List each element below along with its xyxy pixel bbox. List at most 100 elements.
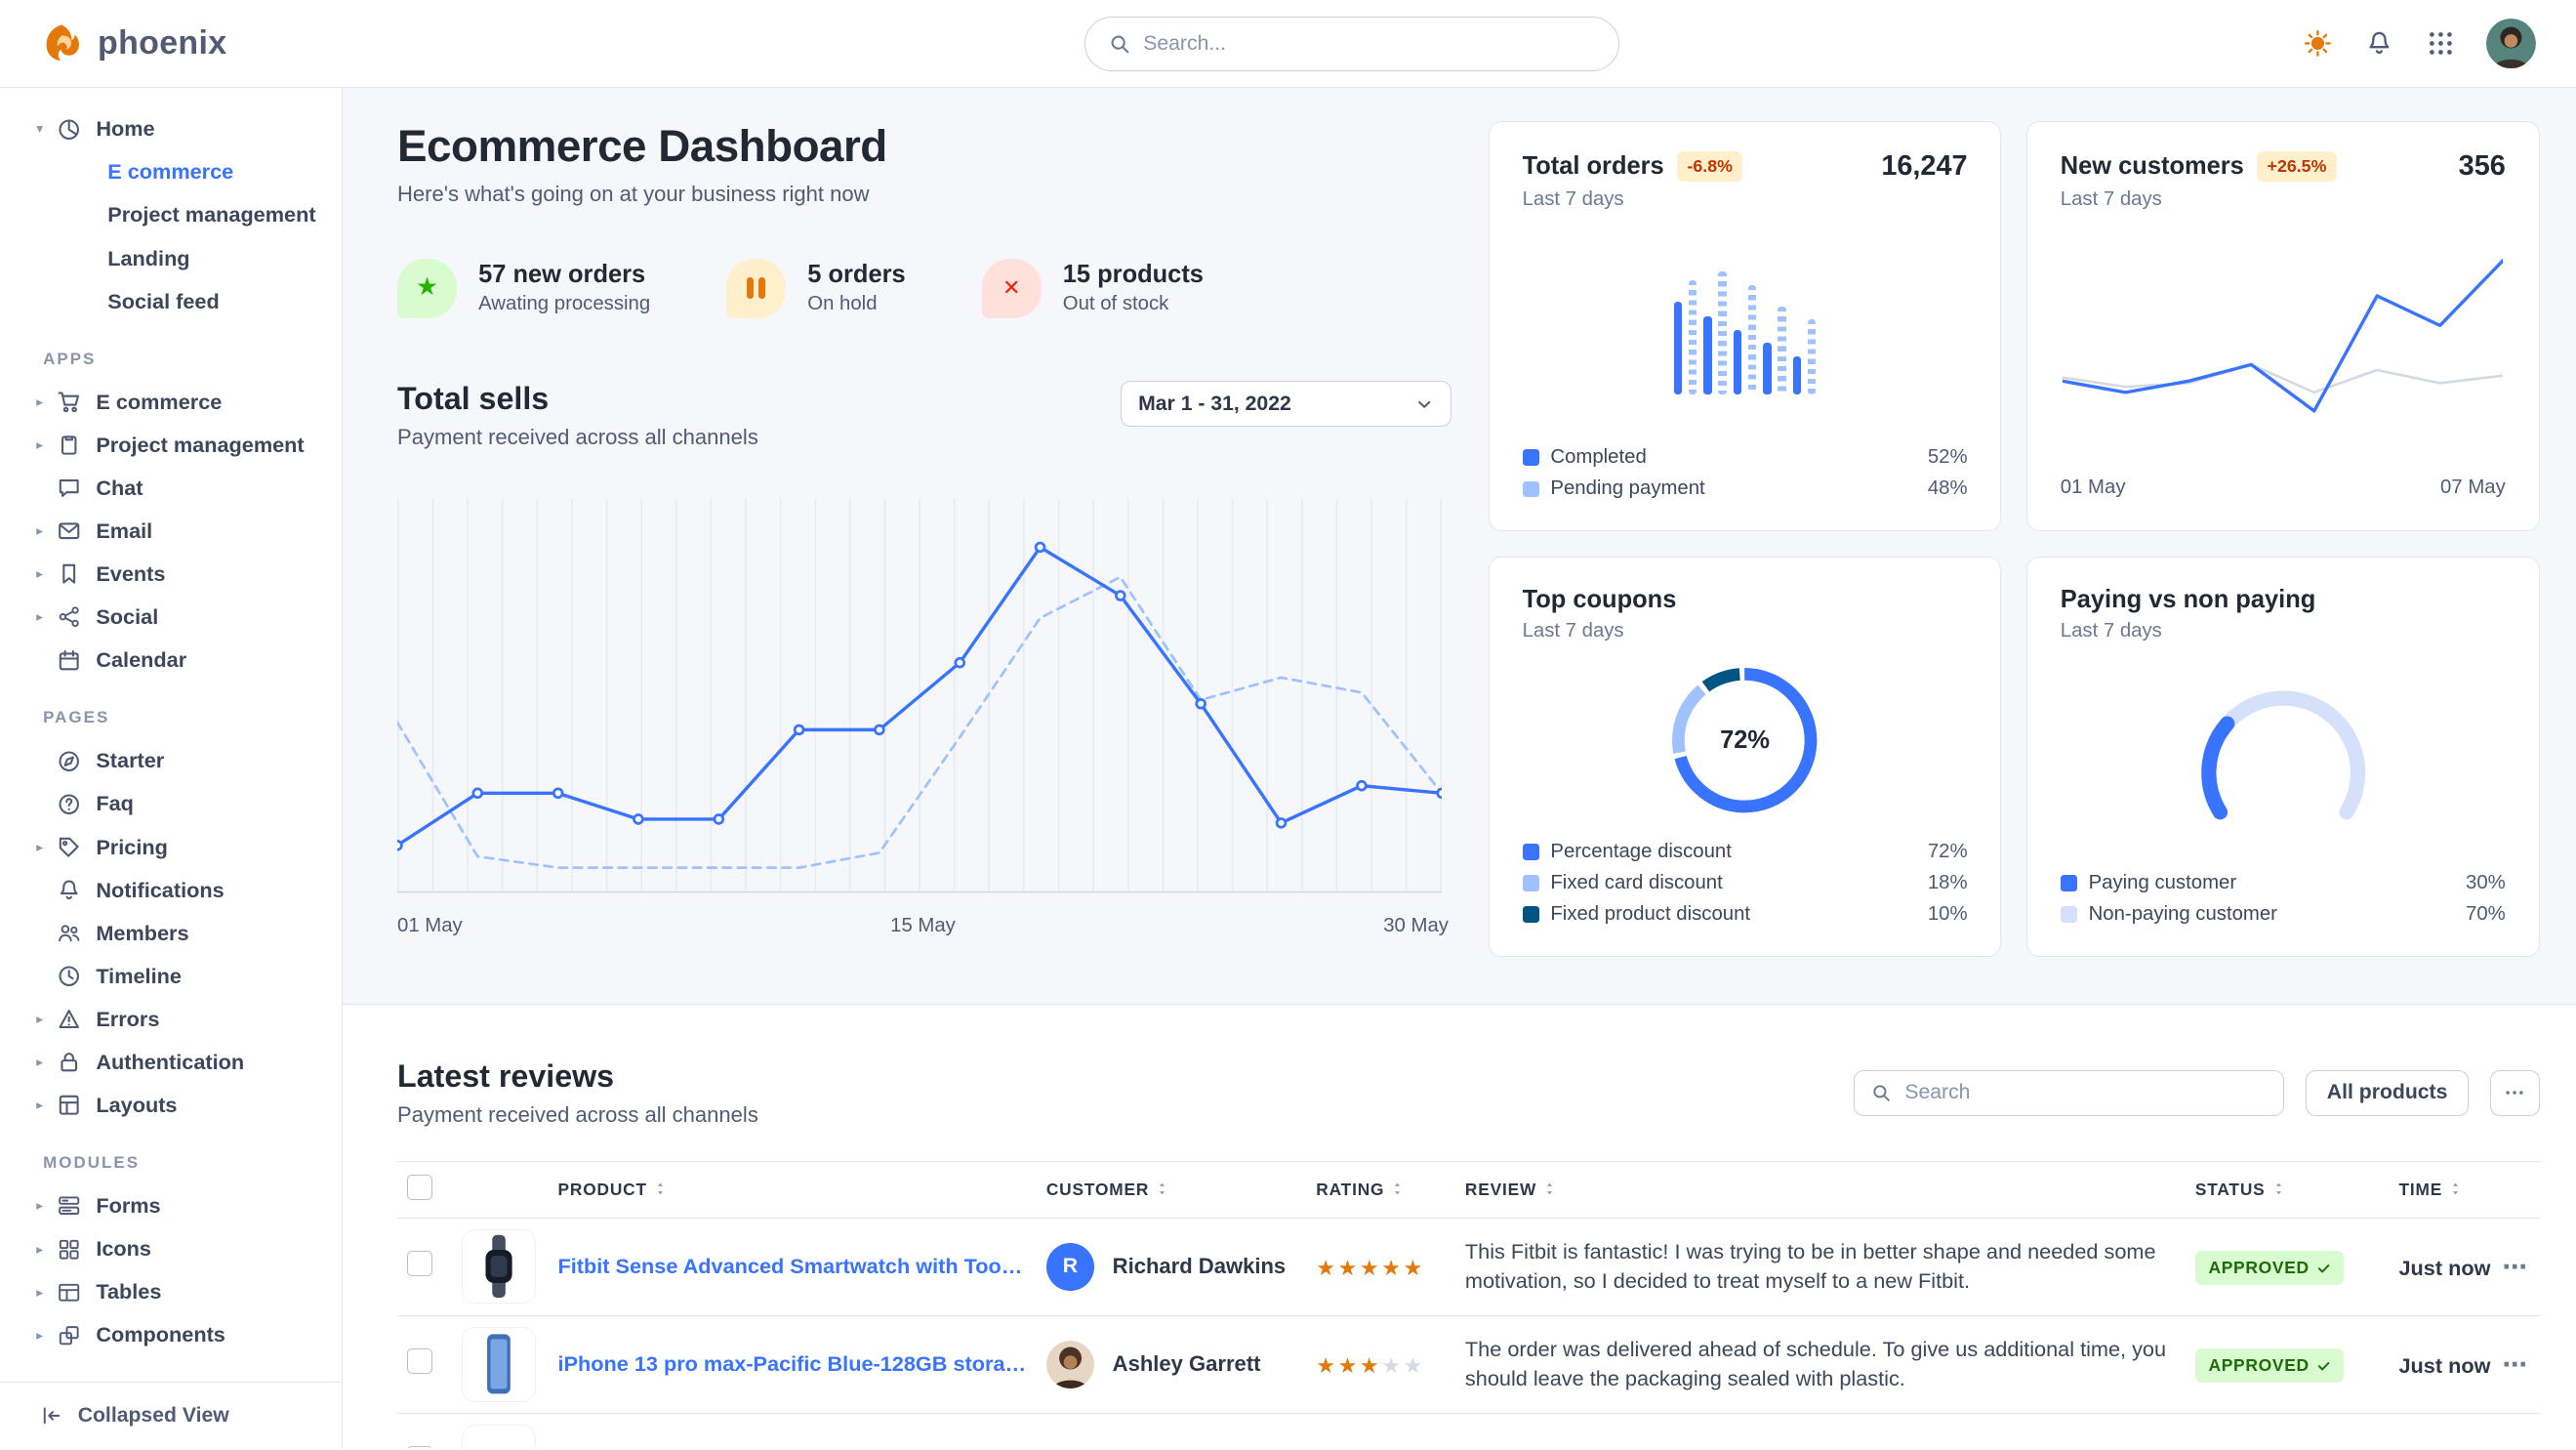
review-time: Just now bbox=[2398, 1256, 2491, 1281]
reviews-search[interactable] bbox=[1854, 1069, 2285, 1117]
product-thumbnail-smartwatch[interactable] bbox=[462, 1229, 537, 1305]
sidebar-item-landing[interactable]: Landing bbox=[107, 245, 190, 270]
sort-icon bbox=[1541, 1181, 1558, 1197]
sidebar-item-pricing[interactable]: ▸ Pricing bbox=[36, 834, 168, 859]
column-customer[interactable]: CUSTOMER bbox=[1036, 1161, 1307, 1219]
brand[interactable]: phoenix bbox=[40, 21, 227, 64]
sidebar-item-ecommerce-app[interactable]: ▸ E commerce bbox=[36, 389, 223, 414]
date-range-select[interactable]: Mar 1 - 31, 2022 bbox=[1121, 381, 1452, 428]
customer-cell[interactable]: Ashley Garrett bbox=[1045, 1340, 1296, 1388]
reviews-search-input[interactable] bbox=[1904, 1081, 2268, 1105]
review-row: iPhone 13 pro max-Pacific Blue-128GB sto… bbox=[397, 1315, 2540, 1414]
review-time: Just now bbox=[2398, 1353, 2491, 1379]
user-avatar-photo bbox=[2486, 19, 2537, 68]
stats-row: ★ 57 new orders Awating processing 5 ord… bbox=[397, 258, 1452, 318]
legend-swatch bbox=[1522, 875, 1539, 892]
review-text: The order was delivered ahead of schedul… bbox=[1464, 1336, 2167, 1391]
sidebar-item-project-management-dashboard[interactable]: Project management bbox=[107, 202, 316, 228]
sidebar-item-faq[interactable]: Faq bbox=[0, 782, 342, 825]
stat-new-orders: ★ 57 new orders Awating processing bbox=[397, 258, 650, 318]
caret-right-icon: ▸ bbox=[36, 394, 44, 409]
iphone-image bbox=[487, 1334, 511, 1394]
column-review[interactable]: REVIEW bbox=[1454, 1161, 2186, 1219]
global-search-input[interactable] bbox=[1143, 31, 1595, 56]
icons-grid-icon bbox=[57, 1237, 81, 1262]
global-search[interactable] bbox=[1084, 16, 1619, 71]
column-status[interactable]: STATUS bbox=[2185, 1161, 2390, 1219]
notifications-bell-icon[interactable] bbox=[2364, 28, 2394, 59]
row-actions-button[interactable]: ⋯ bbox=[2491, 1315, 2540, 1414]
sidebar-item-home[interactable]: ▾ Home bbox=[36, 116, 155, 142]
clock-icon bbox=[57, 964, 81, 988]
mail-icon bbox=[57, 518, 81, 543]
reviews-more-button[interactable] bbox=[2489, 1069, 2540, 1117]
sidebar-item-tables[interactable]: ▸ Tables bbox=[36, 1279, 162, 1305]
sidebar-item-components[interactable]: ▸ Components bbox=[36, 1322, 225, 1347]
caret-right-icon: ▸ bbox=[36, 1327, 44, 1343]
pause-icon bbox=[726, 258, 787, 318]
sidebar-item-layouts[interactable]: ▸ Layouts bbox=[36, 1093, 178, 1118]
collapse-sidebar-icon bbox=[40, 1404, 63, 1428]
reviews-table: PRODUCT CUSTOMER RATING REVIEW STATUS TI… bbox=[397, 1161, 2540, 1449]
row-actions-button[interactable]: ⋯ bbox=[2491, 1218, 2540, 1316]
sidebar-item-forms[interactable]: ▸ Forms bbox=[36, 1193, 161, 1219]
legend-fixed-card-discount: Fixed card discount 18% bbox=[1522, 870, 1968, 896]
caret-right-icon: ▸ bbox=[36, 1098, 44, 1113]
question-icon bbox=[57, 792, 81, 816]
column-rating[interactable]: RATING bbox=[1306, 1161, 1455, 1219]
sidebar-item-errors[interactable]: ▸ Errors bbox=[36, 1006, 160, 1031]
warning-icon bbox=[57, 1007, 81, 1031]
collapsed-view-button[interactable]: Collapsed View bbox=[0, 1382, 343, 1448]
user-avatar[interactable] bbox=[2486, 19, 2537, 68]
sidebar-item-events[interactable]: ▸ Events bbox=[36, 561, 166, 587]
sidebar-item-notifications[interactable]: Notifications bbox=[0, 869, 342, 912]
customer-cell[interactable]: R Richard Dawkins bbox=[1045, 1242, 1296, 1291]
product-link[interactable]: iPhone 13 pro max-Pacific Blue-128GB sto… bbox=[557, 1351, 1027, 1377]
sidebar-item-calendar[interactable]: Calendar bbox=[0, 639, 342, 682]
product-link[interactable]: Fitbit Sense Advanced Smartwatch with To… bbox=[557, 1254, 1027, 1279]
sidebar-item-authentication[interactable]: ▸ Authentication bbox=[36, 1050, 245, 1075]
review-text: This Fitbit is fantastic! I was trying t… bbox=[1464, 1238, 2156, 1294]
tag-icon bbox=[57, 835, 81, 859]
apps-grid-icon[interactable] bbox=[2426, 28, 2456, 59]
chat-icon bbox=[57, 476, 81, 500]
change-badge: +26.5% bbox=[2257, 150, 2337, 182]
all-products-filter-button[interactable]: All products bbox=[2306, 1069, 2469, 1117]
sidebar-item-email[interactable]: ▸ Email bbox=[36, 518, 153, 543]
sidebar-item-icons[interactable]: ▸ Icons bbox=[36, 1236, 151, 1262]
column-time[interactable]: TIME bbox=[2389, 1161, 2492, 1219]
sidebar-item-ecommerce-dashboard[interactable]: E commerce bbox=[107, 159, 234, 185]
review-row-partial bbox=[397, 1413, 2540, 1449]
row-checkbox[interactable] bbox=[407, 1446, 432, 1449]
caret-right-icon: ▸ bbox=[36, 609, 44, 625]
sidebar-item-starter[interactable]: Starter bbox=[0, 739, 342, 782]
sidebar-item-members[interactable]: Members bbox=[0, 912, 342, 955]
product-thumbnail-iphone[interactable] bbox=[462, 1327, 537, 1402]
legend-swatch bbox=[2060, 875, 2077, 892]
caret-right-icon: ▸ bbox=[36, 1198, 44, 1214]
select-all-checkbox[interactable] bbox=[407, 1175, 432, 1200]
layout-icon bbox=[57, 1093, 81, 1117]
page-title: Ecommerce Dashboard bbox=[397, 120, 887, 171]
dashboard-section: Ecommerce Dashboard Here's what's going … bbox=[343, 87, 2576, 1006]
row-checkbox[interactable] bbox=[407, 1251, 432, 1276]
sidebar-item-social[interactable]: ▸ Social bbox=[36, 604, 159, 630]
caret-right-icon: ▸ bbox=[36, 523, 44, 539]
total-sells-subtitle: Payment received across all channels bbox=[397, 425, 758, 450]
clipboard-icon bbox=[57, 433, 81, 457]
lock-icon bbox=[57, 1050, 81, 1074]
paying-vs-non-paying-card: Paying vs non paying Last 7 days Paying … bbox=[2025, 556, 2540, 958]
table-icon bbox=[57, 1280, 81, 1305]
sidebar-item-social-feed[interactable]: Social feed bbox=[107, 288, 220, 313]
sidebar-item-timeline[interactable]: Timeline bbox=[0, 955, 342, 998]
product-thumbnail[interactable] bbox=[462, 1425, 537, 1449]
column-product[interactable]: PRODUCT bbox=[548, 1161, 1037, 1219]
donut-center-label: 72% bbox=[1720, 726, 1770, 755]
theme-toggle-sun-icon[interactable] bbox=[2303, 28, 2333, 59]
sidebar-item-chat[interactable]: Chat bbox=[0, 467, 342, 510]
sidebar-section-apps: APPS bbox=[43, 349, 97, 368]
row-checkbox[interactable] bbox=[407, 1348, 432, 1374]
table-header-row: PRODUCT CUSTOMER RATING REVIEW STATUS TI… bbox=[397, 1161, 2540, 1219]
sidebar-item-project-management[interactable]: ▸ Project management bbox=[36, 432, 305, 457]
